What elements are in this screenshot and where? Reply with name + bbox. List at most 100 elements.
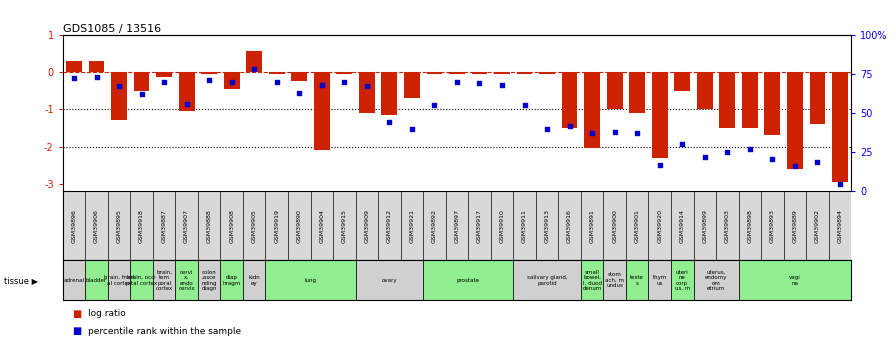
Point <box>765 156 780 161</box>
Bar <box>134 72 150 91</box>
Text: GSM39899: GSM39899 <box>702 209 707 243</box>
Text: GSM39897: GSM39897 <box>454 209 460 243</box>
Bar <box>63 191 85 260</box>
Bar <box>694 191 716 260</box>
Point <box>405 126 419 131</box>
Text: salivary gland,
parotid: salivary gland, parotid <box>527 275 567 286</box>
Bar <box>513 191 536 260</box>
Text: GSM39917: GSM39917 <box>477 209 482 243</box>
Point <box>67 76 82 81</box>
Bar <box>829 191 851 260</box>
Text: percentile rank within the sample: percentile rank within the sample <box>88 327 241 336</box>
Text: GSM39895: GSM39895 <box>116 209 122 243</box>
Bar <box>243 191 265 260</box>
Bar <box>494 72 510 74</box>
Point <box>675 142 689 147</box>
Text: GSM39911: GSM39911 <box>522 209 527 243</box>
Bar <box>85 260 108 300</box>
Bar <box>220 260 243 300</box>
Bar <box>787 72 803 169</box>
Bar <box>449 72 465 74</box>
Bar <box>671 260 694 300</box>
Bar <box>66 61 82 72</box>
Bar <box>404 72 420 98</box>
Bar <box>246 51 263 72</box>
Text: vagi
na: vagi na <box>789 275 801 286</box>
Point <box>179 101 194 106</box>
Bar <box>761 191 784 260</box>
Bar <box>651 72 668 158</box>
Bar <box>513 260 581 300</box>
Point <box>832 181 847 186</box>
Bar <box>832 72 848 182</box>
Bar <box>581 191 603 260</box>
Text: colon
,asce
nding
diagn: colon ,asce nding diagn <box>202 270 217 291</box>
Text: GSM39903: GSM39903 <box>725 209 730 243</box>
Bar <box>401 191 423 260</box>
Point <box>383 120 397 125</box>
Text: GSM39907: GSM39907 <box>184 209 189 243</box>
Text: lung: lung <box>305 278 316 283</box>
Point <box>788 164 802 169</box>
Text: GSM39890: GSM39890 <box>297 209 302 243</box>
Bar <box>269 72 285 74</box>
Text: GSM39905: GSM39905 <box>252 209 257 243</box>
Text: thym
us: thym us <box>652 275 667 286</box>
Bar <box>356 260 423 300</box>
Bar <box>198 260 220 300</box>
Bar <box>423 191 445 260</box>
Text: tissue ▶: tissue ▶ <box>4 276 39 285</box>
Text: ovary: ovary <box>382 278 397 283</box>
Text: GSM39900: GSM39900 <box>612 209 617 243</box>
Bar <box>742 72 758 128</box>
Bar <box>108 260 130 300</box>
Bar <box>558 191 581 260</box>
Text: GSM39914: GSM39914 <box>680 209 685 243</box>
Bar <box>224 72 239 89</box>
Bar <box>581 260 603 300</box>
Text: GSM39889: GSM39889 <box>792 209 797 243</box>
Bar <box>130 260 153 300</box>
Point <box>698 154 712 160</box>
Bar <box>111 72 127 120</box>
Bar <box>469 191 491 260</box>
Bar <box>156 72 172 78</box>
Bar <box>243 260 265 300</box>
Text: GSM39915: GSM39915 <box>341 209 347 243</box>
Bar <box>314 72 330 150</box>
Bar <box>265 260 356 300</box>
Bar <box>738 260 851 300</box>
Text: ■: ■ <box>72 326 81 336</box>
Bar <box>445 191 469 260</box>
Text: GSM39912: GSM39912 <box>387 209 392 243</box>
Text: GSM39904: GSM39904 <box>319 209 324 243</box>
Text: GSM39916: GSM39916 <box>567 209 573 243</box>
Text: GSM39888: GSM39888 <box>207 209 211 243</box>
Bar <box>288 191 311 260</box>
Bar <box>130 191 153 260</box>
Point <box>607 129 622 135</box>
Bar <box>562 72 578 128</box>
Text: GSM39901: GSM39901 <box>634 209 640 243</box>
Point <box>247 66 262 72</box>
Text: stom
ach, m
undus: stom ach, m undus <box>605 273 625 288</box>
Bar <box>738 191 761 260</box>
Text: GSM39892: GSM39892 <box>432 209 437 243</box>
Bar <box>176 191 198 260</box>
Bar <box>603 191 626 260</box>
Bar <box>265 191 288 260</box>
Point <box>517 102 531 108</box>
Bar <box>603 260 626 300</box>
Text: GSM39906: GSM39906 <box>94 209 99 243</box>
Bar <box>626 191 649 260</box>
Text: ■: ■ <box>72 309 81 319</box>
Bar <box>426 72 443 74</box>
Point <box>427 102 442 108</box>
Text: GSM39896: GSM39896 <box>72 209 76 243</box>
Bar <box>539 72 555 74</box>
Bar <box>491 191 513 260</box>
Bar <box>153 260 176 300</box>
Text: GSM39887: GSM39887 <box>161 209 167 243</box>
Point <box>270 79 284 85</box>
Point <box>157 79 171 85</box>
